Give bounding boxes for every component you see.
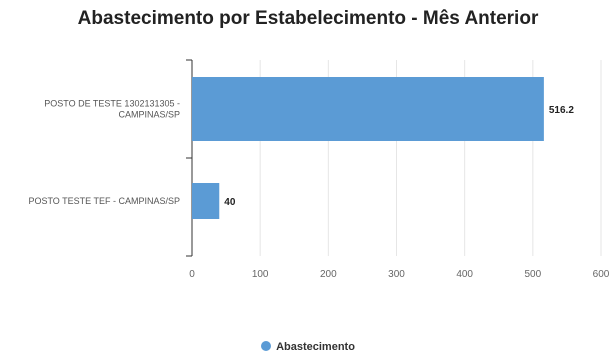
x-tick-label: 200: [320, 269, 337, 280]
category-label: POSTO DE TESTE 1302131305 -CAMPINAS/SP: [44, 99, 180, 120]
x-tick-label: 300: [388, 269, 405, 280]
data-label: 516.2: [549, 105, 574, 116]
category-label-line: POSTO TESTE TEF - CAMPINAS/SP: [28, 196, 180, 206]
x-tick-label: 600: [593, 269, 610, 280]
data-label: 40: [224, 197, 236, 208]
legend-label: Abastecimento: [276, 341, 355, 353]
x-tick-label: 100: [252, 269, 269, 280]
legend[interactable]: Abastecimento: [0, 341, 616, 353]
bar: [192, 183, 220, 219]
chart-title: Abastecimento por Estabelecimento - Mês …: [77, 8, 539, 29]
x-tick-label: 0: [189, 269, 195, 280]
category-label: POSTO TESTE TEF - CAMPINAS/SP: [28, 196, 180, 206]
legend-marker: [261, 341, 272, 351]
x-tick-label: 400: [456, 269, 473, 280]
category-label-line: POSTO DE TESTE 1302131305 -: [44, 99, 180, 109]
bar: [192, 77, 544, 141]
category-label-line: CAMPINAS/SP: [118, 110, 180, 120]
x-tick-label: 500: [524, 269, 541, 280]
